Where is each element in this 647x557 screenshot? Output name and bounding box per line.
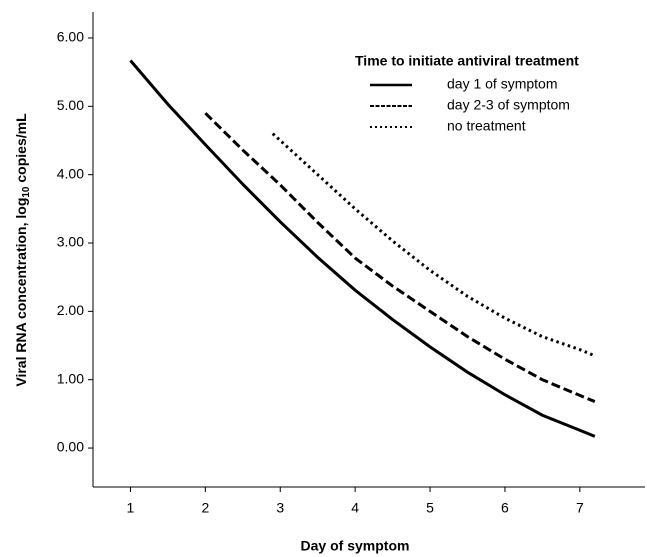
x-axis-label: Day of symptom xyxy=(301,538,410,554)
y-tick-label: 4.00 xyxy=(57,165,84,181)
x-tick-label: 4 xyxy=(351,500,359,516)
x-tick-label: 6 xyxy=(501,500,509,516)
legend-label: no treatment xyxy=(447,118,526,134)
y-axis-label-suffix: copies/mL xyxy=(13,113,29,187)
y-tick-label: 0.00 xyxy=(57,439,84,455)
x-tick-label: 5 xyxy=(426,500,434,516)
legend-title: Time to initiate antiviral treatment xyxy=(355,53,579,69)
y-tick-label: 3.00 xyxy=(57,234,84,250)
legend-label: day 1 of symptom xyxy=(447,76,558,92)
y-tick-label: 1.00 xyxy=(57,370,84,386)
x-tick-label: 1 xyxy=(127,500,135,516)
y-axis-label-subscript: 10 xyxy=(21,186,32,198)
x-tick-label: 3 xyxy=(276,500,284,516)
series-line xyxy=(129,59,596,438)
y-tick-label: 6.00 xyxy=(57,29,84,45)
y-tick-label: 5.00 xyxy=(57,97,84,113)
y-tick-label: 2.00 xyxy=(57,302,84,318)
legend-label: day 2-3 of symptom xyxy=(447,97,570,113)
y-axis-label: Viral RNA concentration, log10 copies/mL xyxy=(13,113,32,387)
series-line xyxy=(271,132,596,358)
y-axis-label-main: Viral RNA concentration, log xyxy=(13,198,29,387)
x-tick-label: 7 xyxy=(576,500,584,516)
x-tick-label: 2 xyxy=(201,500,209,516)
series-line xyxy=(204,112,596,403)
